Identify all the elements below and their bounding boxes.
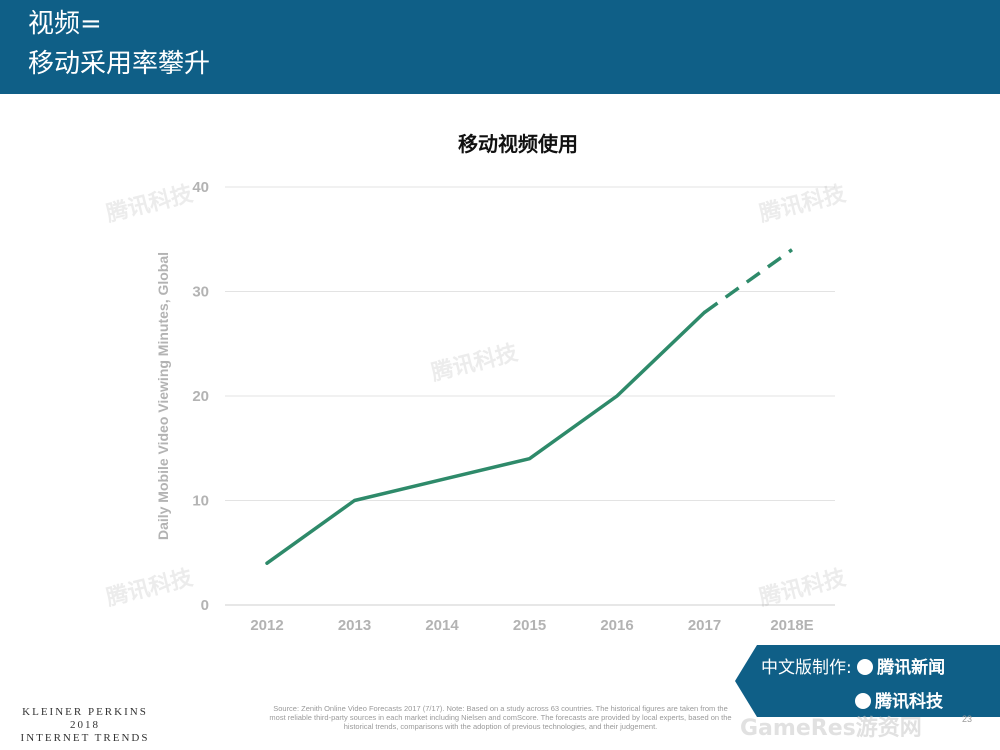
page-number: 23	[962, 714, 973, 724]
kp-line2: 2018	[70, 719, 100, 731]
header-bar: 视频= 移动采用率攀升	[0, 0, 1000, 94]
page-title-line1: 视频=	[28, 9, 102, 39]
x-tick-label: 2017	[688, 617, 721, 634]
brand-badge: 中文版制作: 腾讯新闻 腾讯科技	[735, 645, 1000, 717]
y-tick-label: 20	[192, 388, 209, 405]
kleiner-perkins-logo: KLEINER PERKINS 2018 INTERNET TRENDS	[0, 706, 170, 745]
brand-row-tech: 腾讯科技	[855, 687, 943, 712]
y-tick-label: 0	[201, 597, 209, 614]
x-tick-label: 2015	[513, 617, 546, 634]
x-tick-label: 2012	[250, 617, 283, 634]
page-title-line2: 移动采用率攀升	[28, 49, 211, 79]
kp-line1: KLEINER PERKINS	[22, 706, 148, 718]
y-axis-label: Daily Mobile Video Viewing Minutes, Glob…	[155, 252, 171, 540]
brand-tencent-news: 腾讯新闻	[877, 658, 946, 678]
brand-tencent-tech: 腾讯科技	[875, 692, 943, 712]
x-tick-label: 2016	[600, 617, 633, 634]
tencent-logo-icon	[857, 659, 874, 675]
series-line-projection	[703, 248, 794, 314]
tencent-logo-icon	[855, 693, 871, 709]
x-tick-label: 2013	[338, 617, 371, 634]
kp-line3: INTERNET TRENDS	[20, 732, 150, 744]
x-tick-label: 2014	[425, 617, 459, 634]
x-tick-label: 2018E	[770, 617, 813, 634]
y-tick-label: 30	[192, 284, 209, 301]
chart-title: 移动视频使用	[458, 132, 578, 156]
series-line-actual	[265, 310, 707, 565]
brand-row-news: 中文版制作: 腾讯新闻	[761, 653, 945, 678]
gameres-watermark: GameRes游资网	[740, 716, 922, 741]
y-tick-label: 10	[192, 493, 209, 510]
y-tick-label: 40	[192, 179, 209, 196]
source-note: Source: Zenith Online Video Forecasts 20…	[269, 704, 732, 731]
brand-label: 中文版制作:	[761, 658, 852, 678]
